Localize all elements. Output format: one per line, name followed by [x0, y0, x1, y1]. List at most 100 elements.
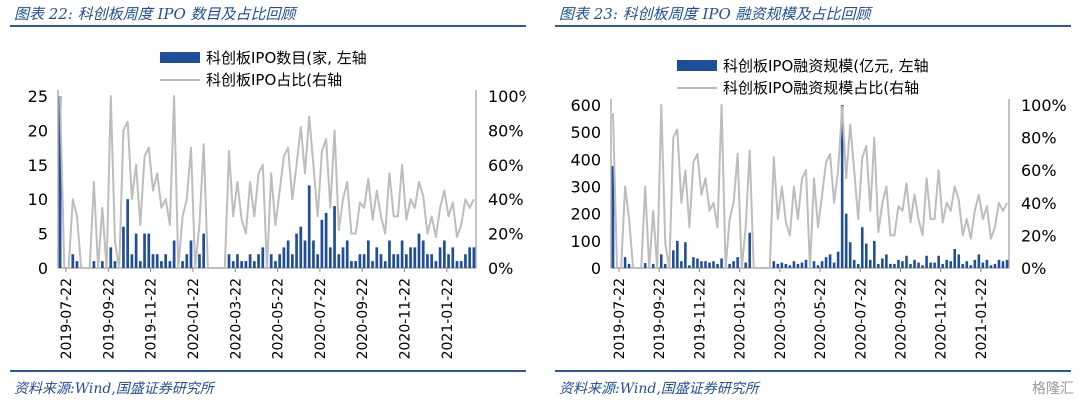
bar — [354, 261, 358, 268]
bar — [957, 254, 961, 268]
bar — [905, 255, 908, 268]
bar — [627, 263, 631, 268]
bar — [929, 262, 932, 268]
bar — [949, 261, 952, 268]
bar — [704, 261, 707, 268]
bar — [160, 261, 163, 268]
bar — [1005, 259, 1009, 268]
bar — [345, 240, 349, 268]
bar — [464, 254, 467, 268]
bar — [375, 247, 379, 268]
bar — [358, 254, 362, 268]
bar — [937, 255, 940, 268]
bar — [231, 261, 235, 268]
bar — [362, 254, 366, 268]
bar — [295, 233, 298, 268]
y-right-tick-label: 40% — [1021, 194, 1057, 213]
y-right-tick-label: 60% — [488, 156, 524, 175]
bar — [989, 265, 993, 268]
right-panel: 图表 23: 科创板周度 IPO 融资规模及占比回顾 科创板IPO融资规模(亿元… — [555, 0, 1075, 402]
bar — [792, 261, 796, 268]
bar — [181, 261, 184, 268]
bar — [324, 212, 328, 268]
bottom-rule — [10, 370, 526, 372]
bar — [856, 263, 860, 268]
bar — [430, 254, 434, 268]
bar — [307, 185, 311, 268]
bar — [820, 261, 824, 268]
bar — [852, 259, 856, 268]
bar — [744, 262, 747, 268]
bar — [126, 199, 130, 268]
y-right-tick-label: 80% — [1021, 129, 1057, 148]
bar — [75, 261, 79, 268]
x-tick-label: 2020-03-22 — [228, 278, 244, 359]
bar — [973, 259, 977, 268]
bar — [155, 254, 159, 268]
bar — [993, 263, 997, 268]
bar — [455, 261, 459, 268]
legend-label-bar: 科创板IPO数目(家, 左轴 — [206, 49, 367, 67]
bar — [138, 261, 142, 268]
bar — [840, 105, 844, 268]
bar — [312, 240, 315, 268]
bar — [897, 259, 900, 268]
bar — [366, 240, 370, 268]
bar — [151, 254, 155, 268]
bar — [651, 263, 655, 268]
bar — [404, 254, 408, 268]
bar — [780, 262, 784, 268]
bar — [442, 240, 446, 268]
y-left-tick-label: 400 — [570, 150, 601, 169]
bar — [804, 259, 808, 268]
y-right-tick-label: 80% — [488, 121, 524, 140]
y-left-tick-label: 5 — [38, 225, 48, 244]
bar — [611, 166, 615, 268]
bar — [901, 261, 904, 268]
y-left-tick-label: 300 — [570, 178, 601, 197]
bar — [877, 263, 880, 268]
y-left-tick-label: 0 — [591, 259, 601, 278]
bar — [961, 263, 965, 268]
bar — [426, 254, 429, 268]
watermark-logo: 格隆汇 — [1032, 381, 1074, 397]
bar — [92, 261, 96, 268]
bar — [692, 257, 695, 268]
bar — [864, 243, 868, 268]
legend-label-bar: 科创板IPO融资规模(亿元, 左轴 — [723, 57, 929, 75]
bar — [286, 240, 290, 268]
bar — [873, 240, 876, 268]
bar — [893, 263, 896, 268]
bar — [328, 247, 332, 268]
bar — [788, 265, 792, 268]
bar — [977, 254, 981, 268]
bar — [189, 240, 193, 268]
bar — [848, 242, 852, 268]
bar — [134, 233, 138, 268]
y-left-tick-label: 20 — [28, 121, 48, 140]
bar — [676, 240, 679, 268]
y-left-tick-label: 500 — [570, 123, 601, 142]
bar — [198, 254, 201, 268]
bar — [997, 259, 1001, 268]
bar — [828, 254, 832, 268]
bar — [945, 259, 948, 268]
legend-swatch-bar — [677, 60, 717, 71]
series-line — [612, 104, 1008, 269]
x-tick-label: 2021-01-22 — [440, 278, 456, 359]
bar — [274, 261, 277, 268]
bar — [413, 247, 417, 268]
bar — [836, 251, 840, 268]
top-rule — [10, 25, 526, 27]
bar — [985, 259, 989, 268]
bar — [316, 254, 320, 268]
bar — [100, 261, 104, 268]
y-left-tick-label: 15 — [28, 156, 48, 175]
bar — [417, 233, 421, 268]
bar — [712, 261, 715, 268]
y-right-tick-label: 100% — [1021, 96, 1067, 115]
bar — [812, 261, 816, 268]
